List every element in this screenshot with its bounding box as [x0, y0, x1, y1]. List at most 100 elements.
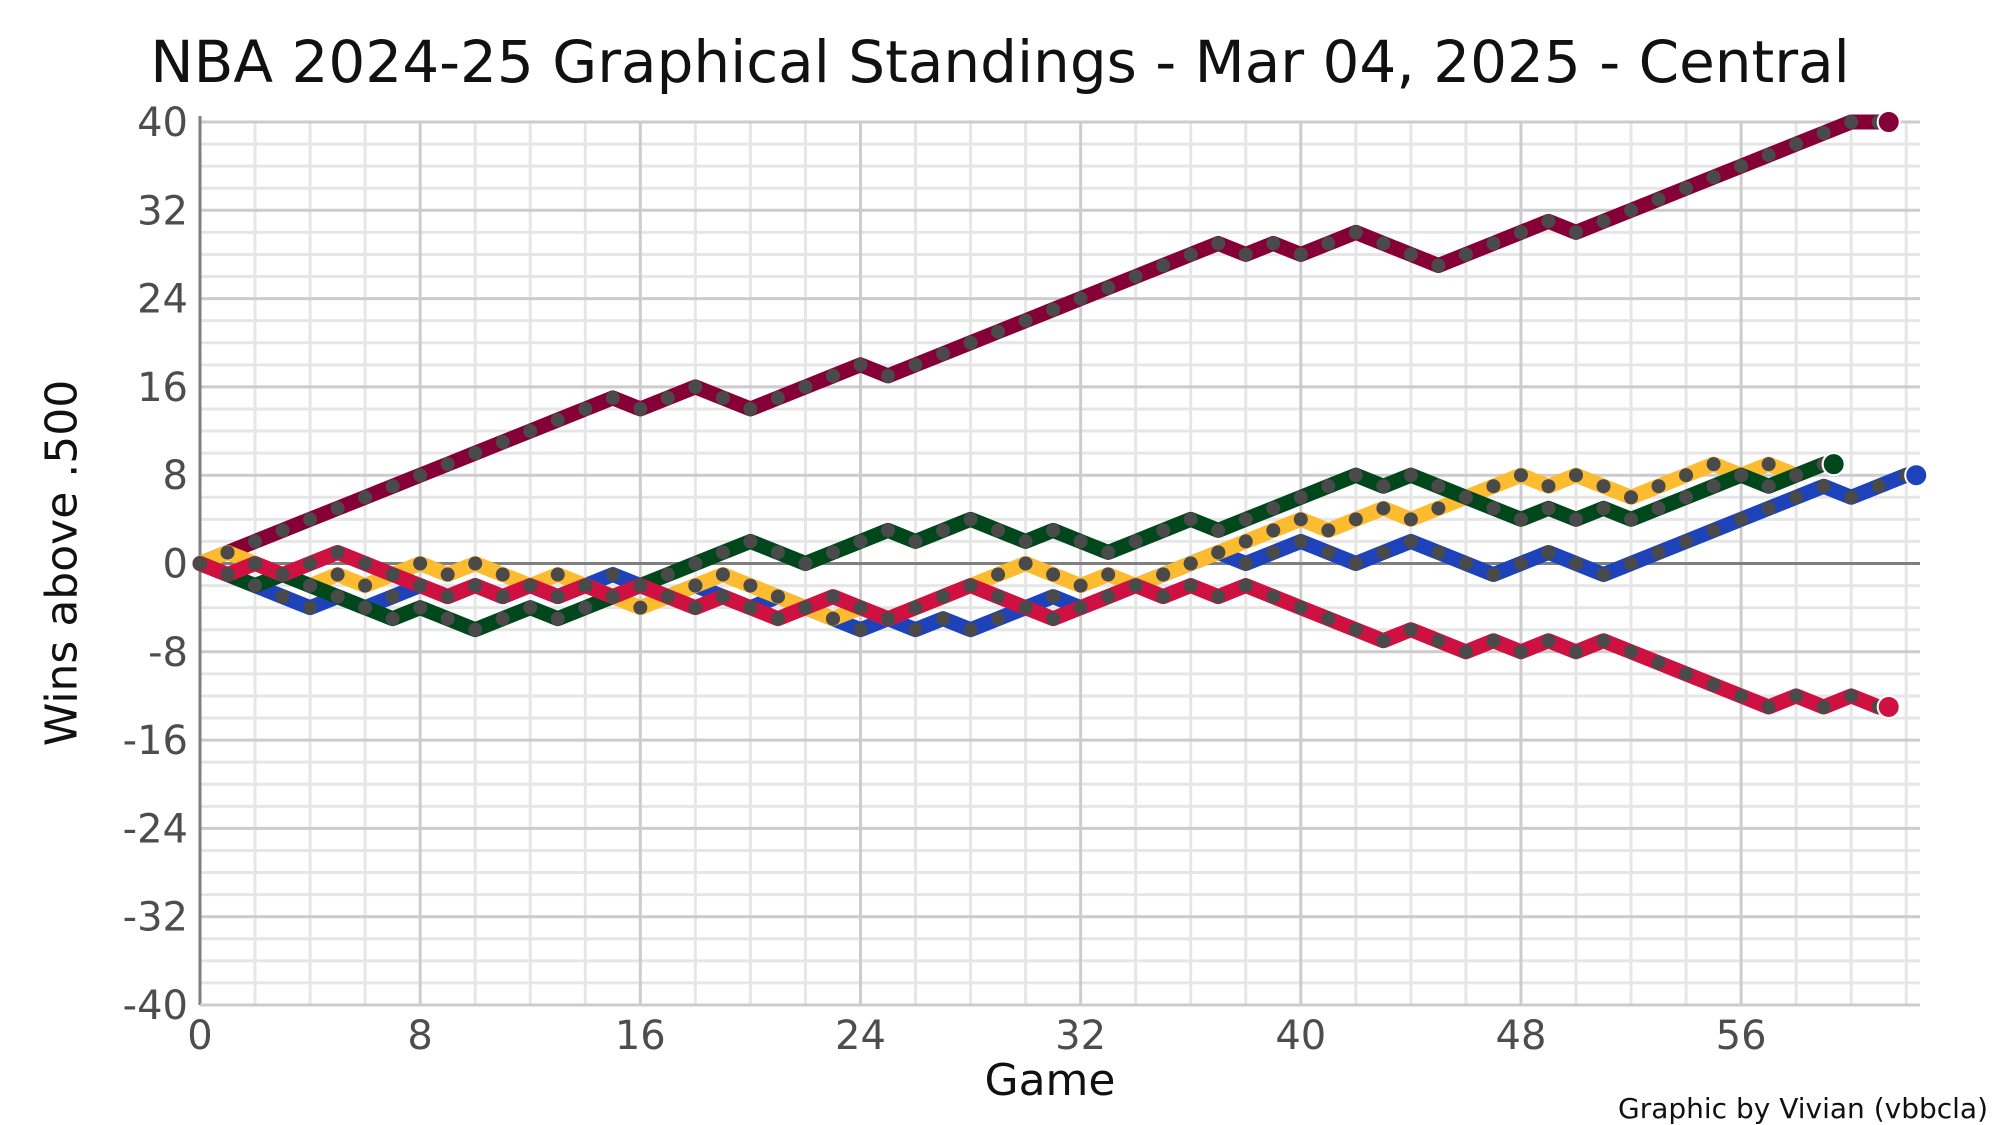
data-point [1651, 501, 1666, 516]
data-point [1569, 225, 1583, 240]
data-point [330, 501, 345, 516]
data-point [798, 379, 813, 394]
data-point [1293, 600, 1308, 615]
data-point [1238, 512, 1253, 527]
data-point [1101, 280, 1116, 295]
chart-title: NBA 2024-25 Graphical Standings - Mar 04… [150, 28, 1850, 96]
data-point [688, 556, 703, 571]
data-point [1541, 214, 1556, 229]
y-tick-label: 24 [137, 277, 188, 323]
data-point [715, 589, 730, 604]
data-point [303, 600, 318, 615]
data-point [908, 600, 923, 615]
data-point [853, 357, 868, 372]
data-point [1266, 523, 1281, 538]
data-point [550, 567, 565, 582]
data-point [413, 468, 428, 483]
data-point [193, 556, 207, 571]
data-point [1734, 512, 1749, 527]
data-point [1183, 556, 1198, 571]
x-axis-label: Game [984, 1055, 1116, 1106]
data-point [1596, 214, 1611, 229]
data-point [1458, 490, 1473, 505]
data-point [1624, 203, 1639, 218]
data-point [1541, 479, 1556, 494]
data-point [1431, 633, 1446, 648]
data-point [1486, 633, 1501, 648]
data-point [798, 556, 813, 571]
data-point [1238, 534, 1253, 549]
data-point [1101, 589, 1116, 604]
data-point [660, 567, 675, 582]
data-point [1183, 512, 1198, 527]
data-point [1018, 556, 1033, 571]
data-point [633, 600, 648, 615]
data-point [825, 611, 840, 626]
data-point [1156, 589, 1171, 604]
x-tick-label: 48 [1496, 1013, 1547, 1059]
y-tick-label: 32 [137, 188, 188, 234]
data-point [1128, 534, 1143, 549]
data-point [1789, 688, 1804, 703]
data-point [358, 578, 373, 593]
data-point [770, 390, 785, 405]
data-point [1376, 545, 1391, 560]
data-point [1789, 137, 1804, 152]
data-point [1321, 236, 1336, 251]
data-point [798, 600, 813, 615]
data-point [963, 622, 978, 637]
y-tick-label: -32 [123, 895, 188, 941]
data-point [1596, 567, 1611, 582]
data-point [1486, 501, 1501, 516]
bucks-logo [1821, 452, 1846, 477]
data-point [1651, 479, 1666, 494]
data-point [220, 545, 235, 560]
data-point [495, 435, 510, 450]
data-point [936, 523, 951, 538]
data-point [715, 567, 730, 582]
data-point [1569, 512, 1583, 527]
data-point [1101, 545, 1116, 560]
data-point [468, 578, 483, 593]
data-point [1073, 291, 1088, 306]
data-point [908, 534, 923, 549]
data-point [1624, 512, 1639, 527]
data-point [605, 390, 620, 405]
data-point [1486, 236, 1501, 251]
data-point [1624, 556, 1639, 571]
data-point [495, 589, 510, 604]
data-point [1266, 501, 1281, 516]
data-point [660, 589, 675, 604]
data-point [1541, 545, 1556, 560]
data-point [1018, 313, 1033, 328]
data-point [303, 556, 318, 571]
data-point [853, 600, 868, 615]
data-point [1761, 501, 1776, 516]
data-point [385, 611, 400, 626]
data-point [1844, 688, 1859, 703]
data-point [1266, 236, 1281, 251]
data-point [303, 512, 318, 527]
data-point [385, 567, 400, 582]
logo-badge [1821, 452, 1846, 477]
data-point [330, 545, 345, 560]
data-point [1486, 479, 1501, 494]
data-point [1569, 468, 1583, 483]
data-point [440, 567, 455, 582]
data-point [1046, 302, 1061, 317]
x-tick-label: 40 [1275, 1013, 1326, 1059]
y-tick-label: 8 [163, 453, 188, 499]
data-point [963, 335, 978, 350]
data-point [715, 390, 730, 405]
data-point [1348, 556, 1363, 571]
data-point [1596, 633, 1611, 648]
data-point [1679, 534, 1694, 549]
data-point [605, 567, 620, 582]
data-point [1403, 512, 1418, 527]
data-point [991, 324, 1006, 339]
logo-badge [1876, 694, 1901, 719]
data-point [523, 600, 538, 615]
data-point [1871, 479, 1886, 494]
data-point [1293, 247, 1308, 262]
y-tick-label: 40 [137, 100, 188, 146]
